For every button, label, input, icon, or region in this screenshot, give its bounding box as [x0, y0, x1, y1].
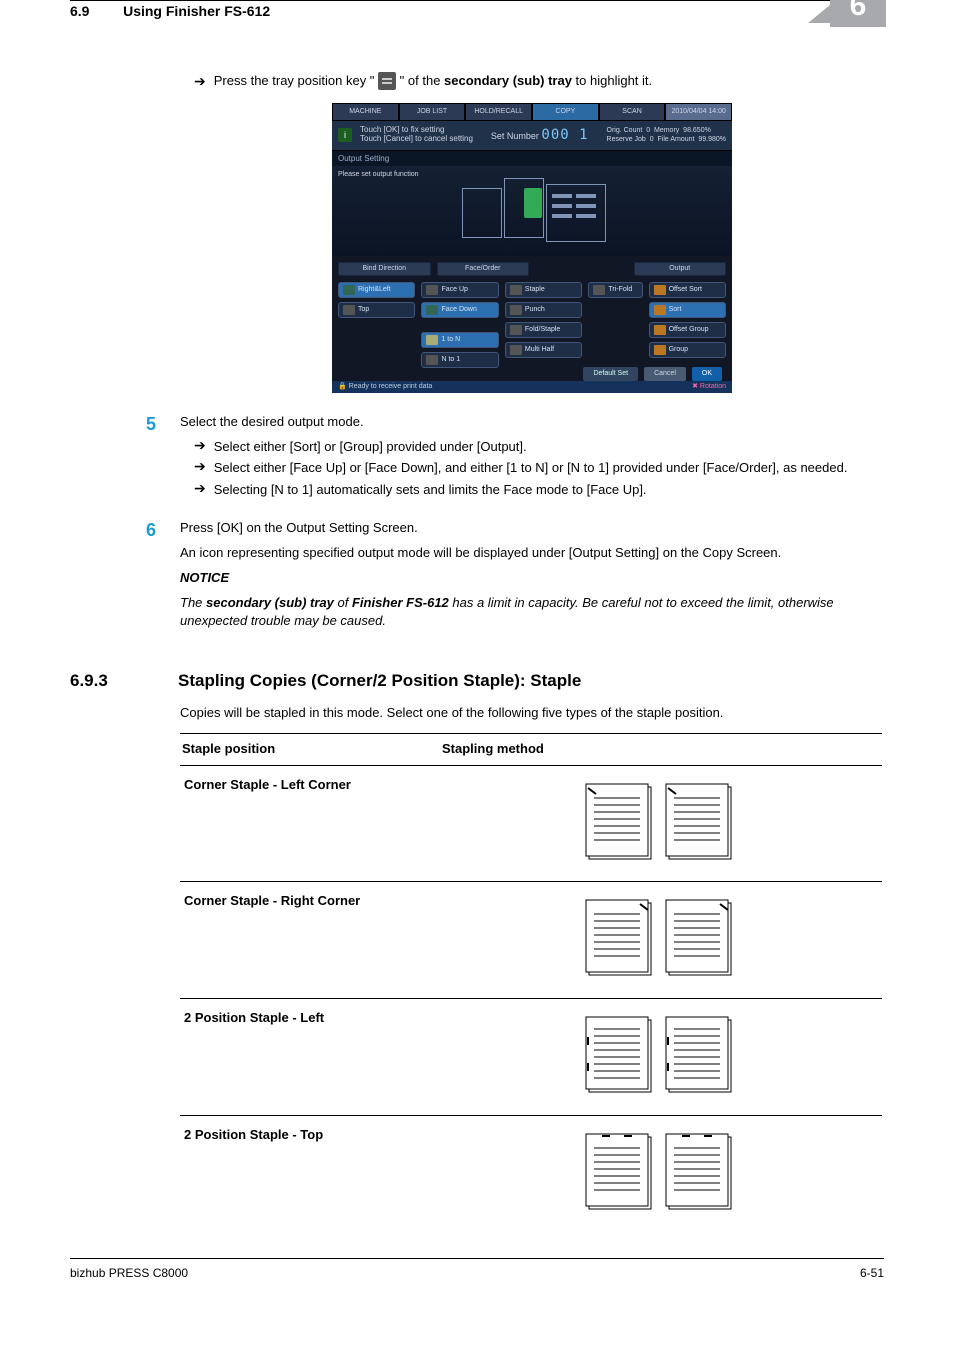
subsection-number: 6.9.3	[70, 669, 178, 694]
staple-row-illustration	[440, 882, 882, 999]
btn-foldstaple[interactable]: Fold/Staple	[505, 322, 582, 338]
btn-1ton[interactable]: 1 to N	[421, 332, 498, 348]
preview-area: Please set output function	[332, 166, 732, 256]
output-setting-screenshot: MACHINE JOB LIST HOLD/RECALL COPY SCAN 2…	[332, 103, 732, 393]
staple-row-illustration	[440, 999, 882, 1116]
info-line2: Touch [Cancel] to cancel setting	[360, 135, 473, 144]
step5-bullet-2: Select either [Face Up] or [Face Down], …	[214, 459, 884, 478]
btn-faceup[interactable]: Face Up	[421, 282, 498, 298]
btn-offsetgroup[interactable]: Offset Group	[649, 322, 726, 338]
btn-group[interactable]: Group	[649, 342, 726, 358]
tab-scan[interactable]: SCAN	[599, 103, 666, 121]
btn-cancel[interactable]: Cancel	[644, 367, 686, 381]
set-number-value: 000 1	[541, 127, 588, 143]
tab-holdrecall[interactable]: HOLD/RECALL	[465, 103, 532, 121]
tab-machine[interactable]: MACHINE	[332, 103, 399, 121]
btn-multihalf[interactable]: Multi Half	[505, 342, 582, 358]
subsection-intro: Copies will be stapled in this mode. Sel…	[180, 704, 884, 723]
btn-punch[interactable]: Punch	[505, 302, 582, 318]
intro-bold: secondary (sub) tray	[444, 73, 572, 88]
step-5-text: Select the desired output mode.	[180, 413, 884, 432]
step5-bullet-3: Selecting [N to 1] automatically sets an…	[214, 481, 884, 500]
btn-nto1[interactable]: N to 1	[421, 352, 498, 368]
arrow-icon: ➔	[194, 459, 206, 478]
notice-text: The secondary (sub) tray of Finisher FS-…	[180, 594, 884, 632]
footer-right: 6-51	[860, 1265, 884, 1282]
header-rule: 6.9 Using Finisher FS-612 6	[70, 0, 884, 22]
step-6-number: 6	[146, 517, 180, 637]
step-6-text: Press [OK] on the Output Setting Screen.	[180, 519, 884, 538]
intro-instruction: ➔ Press the tray position key " " of the…	[194, 72, 884, 91]
lock-icon: 🔒	[338, 382, 347, 392]
staple-row-label: Corner Staple - Left Corner	[180, 765, 440, 882]
staple-row-label: 2 Position Staple - Top	[180, 1116, 440, 1232]
section-title: Using Finisher FS-612	[123, 3, 270, 19]
staple-table: Staple position Stapling method Corner S…	[180, 733, 882, 1232]
arrow-icon: ➔	[194, 481, 206, 500]
rotation-indicator: ✖ Rotation	[692, 382, 726, 392]
printer-outline	[462, 178, 612, 248]
step-6-para: An icon representing specified output mo…	[180, 544, 884, 563]
info-icon: i	[338, 128, 352, 142]
section-number: 6.9	[70, 3, 89, 19]
btn-offsetsort[interactable]: Offset Sort	[649, 282, 726, 298]
clock: 2010/04/04 14:00	[665, 103, 732, 121]
notice-label: NOTICE	[180, 569, 884, 588]
set-number-label: Set Number	[491, 131, 539, 141]
tab-joblist[interactable]: JOB LIST	[399, 103, 466, 121]
arrow-icon: ➔	[194, 74, 206, 88]
subsection-title: Stapling Copies (Corner/2 Position Stapl…	[178, 669, 581, 694]
output-setting-label: Output Setting	[332, 151, 732, 167]
btn-ok[interactable]: OK	[692, 367, 722, 381]
btn-sort[interactable]: Sort	[649, 302, 726, 318]
step5-bullet-1: Select either [Sort] or [Group] provided…	[214, 438, 884, 457]
btn-default-set[interactable]: Default Set	[583, 367, 638, 381]
btn-facedown[interactable]: Face Down	[421, 302, 498, 318]
intro-prefix: Press the tray position key "	[214, 73, 375, 88]
tab-copy[interactable]: COPY	[532, 103, 599, 121]
group-bind-direction: Bind Direction	[338, 262, 431, 276]
arrow-icon: ➔	[194, 438, 206, 457]
chapter-badge: 6	[830, 0, 886, 27]
btn-rightleft[interactable]: Right&Left	[338, 282, 415, 298]
staple-row-label: Corner Staple - Right Corner	[180, 882, 440, 999]
staple-row-illustration	[440, 1116, 882, 1232]
group-face-order: Face/Order	[437, 262, 530, 276]
btn-top[interactable]: Top	[338, 302, 415, 318]
status-block: Orig. Count 0 Memory 98.650% Reserve Job…	[607, 126, 726, 144]
staple-header-right: Stapling method	[440, 733, 882, 765]
intro-suffix: " of the	[400, 73, 444, 88]
footer-status: Ready to receive print data	[349, 382, 433, 392]
tray-position-icon	[378, 72, 396, 90]
staple-header-left: Staple position	[180, 733, 440, 765]
staple-row-label: 2 Position Staple - Left	[180, 999, 440, 1116]
btn-staple[interactable]: Staple	[505, 282, 582, 298]
intro-tail: to highlight it.	[572, 73, 652, 88]
staple-row-illustration	[440, 765, 882, 882]
group-output: Output	[634, 262, 727, 276]
btn-trifold[interactable]: Tri-Fold	[588, 282, 642, 298]
step-5-number: 5	[146, 411, 180, 503]
footer-left: bizhub PRESS C8000	[70, 1265, 188, 1282]
